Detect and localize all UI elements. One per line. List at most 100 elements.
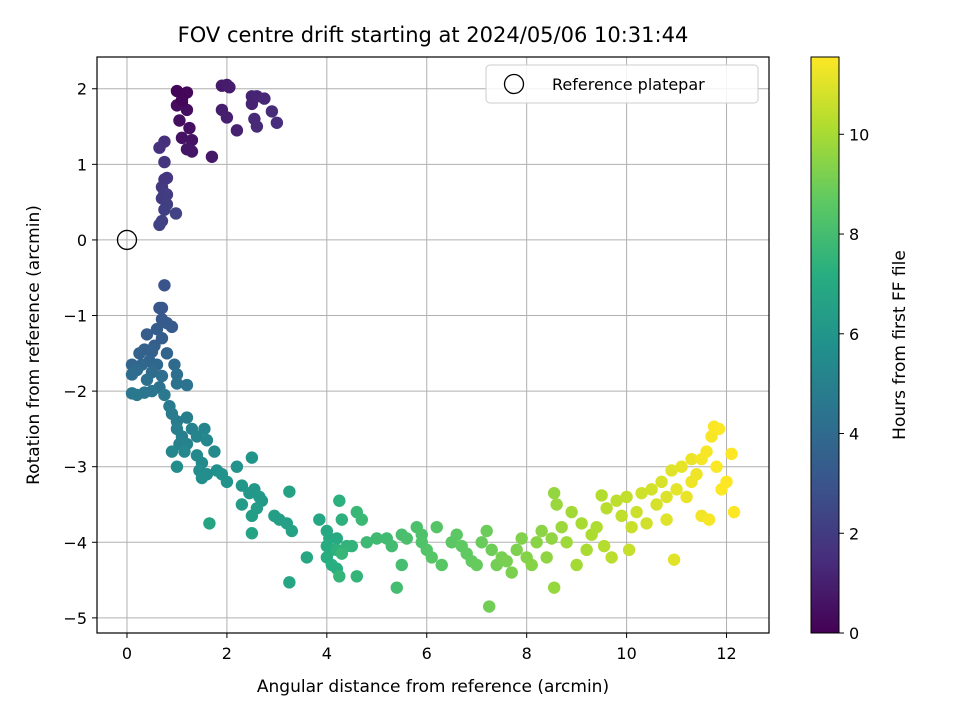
scatter-point — [175, 93, 189, 107]
scatter-point — [140, 328, 154, 341]
y-tick-label: −2 — [63, 382, 87, 401]
x-tick-label: 4 — [322, 644, 332, 663]
scatter-point — [450, 528, 463, 541]
scatter-point — [245, 451, 259, 464]
x-axis-ticks: 0 2 4 6 8 10 12 — [122, 633, 737, 663]
scatter-point — [198, 422, 211, 436]
scatter-point — [540, 551, 553, 564]
scatter-point — [200, 434, 214, 447]
x-tick-label: 2 — [222, 644, 232, 663]
scatter-point — [130, 388, 144, 402]
scatter-point — [640, 517, 653, 530]
scatter-point — [545, 532, 558, 545]
scatter-point — [245, 527, 259, 540]
scatter-point — [705, 430, 718, 443]
scatter-point — [335, 513, 349, 526]
scatter-point — [680, 490, 693, 504]
legend-box — [485, 64, 759, 104]
scatter-point — [670, 483, 683, 496]
scatter-point — [475, 536, 488, 549]
scatter-point — [620, 490, 633, 504]
scatter-point — [158, 155, 171, 169]
y-axis-label: Rotation from reference (arcmin) — [24, 205, 44, 485]
scatter-point — [330, 532, 344, 545]
colorbar-gradient — [811, 57, 839, 633]
scatter-point — [685, 452, 698, 466]
scatter-point — [183, 121, 196, 135]
scatter-point — [650, 498, 663, 511]
scatter-point — [165, 320, 179, 334]
scatter-point — [565, 505, 578, 519]
scatter-point — [185, 145, 199, 158]
scatter-point — [530, 536, 543, 549]
scatter-point — [685, 475, 698, 489]
scatter-point — [665, 464, 678, 477]
y-tick-label: 2 — [77, 80, 87, 99]
y-tick-label: −4 — [63, 533, 87, 552]
reference-platepar-marker — [116, 229, 138, 251]
scatter-point — [180, 378, 194, 392]
scatter-point — [205, 150, 219, 163]
scatter-point — [625, 520, 638, 534]
legend-reference-marker — [503, 73, 525, 95]
x-tick-label: 0 — [122, 644, 132, 663]
colorbar-tick-label: 8 — [849, 225, 859, 244]
scatter-point — [195, 471, 209, 485]
scatter-point — [158, 279, 171, 292]
scatter-point — [575, 517, 588, 530]
scatter-point — [702, 513, 716, 526]
scatter-point — [505, 566, 518, 579]
scatter-point — [333, 494, 346, 507]
scatter-point — [203, 517, 216, 530]
scatter-point — [175, 131, 189, 145]
scatter-point — [170, 368, 184, 381]
scatter-point — [160, 188, 174, 201]
scatter-point — [390, 581, 403, 594]
scatter-point — [165, 445, 179, 458]
scatter-point — [425, 551, 438, 564]
scatter-point — [140, 373, 154, 386]
scatter-point — [595, 489, 608, 502]
scatter-point — [220, 111, 234, 124]
colorbar-tick-label: 4 — [849, 425, 859, 444]
scatter-point — [313, 513, 326, 526]
scatter-point — [395, 558, 408, 572]
scatter-point — [173, 114, 186, 127]
scatter-point — [235, 498, 249, 511]
y-tick-label: −5 — [63, 609, 87, 628]
x-tick-label: 12 — [716, 644, 736, 663]
plot-frame — [96, 56, 770, 634]
scatter-point — [483, 600, 496, 613]
x-tick-label: 6 — [422, 644, 432, 663]
scatter-point — [155, 331, 169, 345]
colorbar-tick-label: 0 — [849, 624, 859, 643]
scatter-point — [725, 447, 738, 461]
scatter-point — [500, 554, 513, 568]
scatter-point — [560, 536, 573, 549]
x-axis-label: Angular distance from reference (arcmin) — [257, 677, 609, 697]
scatter-point — [605, 551, 618, 564]
scatter-point — [350, 570, 364, 583]
scatter-point — [555, 520, 568, 534]
scatter-point — [160, 171, 174, 185]
scatter-point — [385, 539, 398, 553]
scatter-point — [597, 539, 611, 553]
scatter-point — [220, 475, 234, 489]
scatter-point — [360, 536, 373, 549]
scatter-point — [160, 347, 174, 360]
scatter-point — [155, 301, 169, 315]
scatter-point — [470, 558, 483, 572]
y-tick-label: 1 — [77, 155, 87, 174]
scatter-point — [250, 120, 264, 133]
scatter-point — [660, 513, 673, 526]
scatter-point — [265, 105, 279, 118]
scatter-point — [550, 498, 563, 511]
scatter-point — [333, 570, 346, 583]
legend-entry-reference: Reference platepar — [552, 75, 705, 94]
scatter-point — [635, 486, 648, 500]
scatter-points — [125, 78, 741, 613]
scatter-point — [153, 218, 166, 232]
scatter-point — [180, 411, 194, 424]
scatter-point — [170, 460, 184, 473]
colorbar-label: Hours from first FF file — [890, 250, 910, 440]
